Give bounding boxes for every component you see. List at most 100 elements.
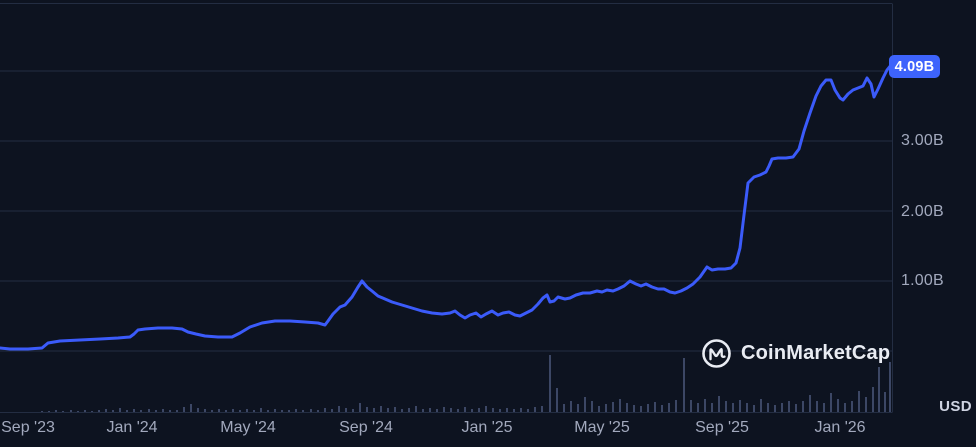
volume-bar <box>246 409 248 412</box>
volume-bar <box>788 401 790 412</box>
volume-bar <box>380 406 382 412</box>
x-axis-label: May '25 <box>574 419 630 436</box>
volume-bar <box>190 404 192 412</box>
volume-bar <box>415 406 417 412</box>
volume-bar <box>274 409 276 412</box>
volume-bar <box>429 408 431 412</box>
volume-bar <box>718 396 720 412</box>
volume-bar <box>830 393 832 412</box>
volume-bar <box>239 410 241 412</box>
volume-bar <box>41 411 43 412</box>
volume-bar <box>401 409 403 412</box>
volume-bar <box>91 411 93 412</box>
volume-bar <box>556 388 558 412</box>
volume-bar <box>534 407 536 412</box>
volume-bar <box>394 407 396 412</box>
volume-bar <box>605 404 607 412</box>
volume-bar <box>126 410 128 412</box>
x-axis-label: Sep '24 <box>339 419 393 436</box>
volume-bar <box>570 401 572 412</box>
currency-unit-label: USD <box>939 398 972 415</box>
volume-bar <box>872 387 874 412</box>
volume-bar <box>267 410 269 412</box>
volume-bar <box>499 409 501 412</box>
volume-bar <box>626 403 628 412</box>
y-axis-label: 2.00B <box>901 203 944 220</box>
volume-bar <box>197 408 199 412</box>
volume-bar <box>527 409 529 412</box>
volume-bar <box>148 409 150 412</box>
volume-bar <box>345 408 347 412</box>
volume-bar <box>218 409 220 412</box>
current-value-badge: 4.09B <box>889 55 940 78</box>
x-axis-label: Jan '26 <box>814 419 866 436</box>
volume-bar <box>823 403 825 412</box>
volume-bar <box>176 410 178 412</box>
price-line <box>0 63 893 351</box>
volume-bar <box>211 410 213 412</box>
volume-bar <box>155 410 157 412</box>
coinmarketcap-wordmark: CoinMarketCap <box>741 342 891 364</box>
volume-bar <box>366 407 368 412</box>
x-axis-label: Jan '25 <box>461 419 513 436</box>
volume-bar <box>654 402 656 412</box>
volume-bar <box>62 411 64 412</box>
volume-bar <box>232 409 234 412</box>
volume-bar <box>288 410 290 412</box>
x-axis-label: Sep '23 <box>1 419 55 436</box>
volume-bar <box>858 391 860 412</box>
volume-bar <box>878 367 880 412</box>
volume-bar <box>809 395 811 412</box>
volume-bar <box>690 400 692 412</box>
volume-bar <box>774 405 776 412</box>
volume-bar <box>260 408 262 412</box>
volume-bar <box>661 405 663 412</box>
volume-bar <box>457 409 459 412</box>
volume-bar <box>422 409 424 412</box>
x-axis-label: May '24 <box>220 419 276 436</box>
volume-bar <box>640 406 642 412</box>
volume-bar <box>295 409 297 412</box>
y-axis-label: 3.00B <box>901 132 944 149</box>
volume-bar <box>77 411 79 412</box>
volume-bar <box>619 399 621 412</box>
volume-bar <box>169 410 171 412</box>
volume-bar <box>520 408 522 412</box>
volume-bar <box>668 403 670 412</box>
volume-bar <box>795 404 797 412</box>
volume-bar <box>302 410 304 412</box>
volume-bar <box>753 405 755 412</box>
volume-bar <box>119 408 121 412</box>
volume-bar <box>781 403 783 412</box>
volume-bar <box>563 404 565 412</box>
volume-bar <box>55 410 57 412</box>
volume-bar <box>513 409 515 412</box>
volume-bar <box>612 402 614 412</box>
volume-bar <box>675 400 677 412</box>
volume-bar <box>373 408 375 412</box>
volume-bar <box>436 409 438 412</box>
volume-bar <box>310 409 312 412</box>
volume-bar <box>549 355 551 412</box>
volume-bar <box>84 410 86 412</box>
volume-bar <box>98 410 100 412</box>
volume-bar <box>816 401 818 412</box>
volume-bar <box>464 407 466 412</box>
volume-bar <box>331 409 333 412</box>
volume-bars <box>41 355 891 412</box>
x-axis-label: Sep '25 <box>695 419 749 436</box>
coinmarketcap-logo-icon <box>702 339 731 368</box>
volume-bar <box>408 408 410 412</box>
volume-bar <box>506 408 508 412</box>
volume-bar <box>884 392 886 412</box>
volume-bar <box>732 403 734 412</box>
volume-bar <box>450 408 452 412</box>
volume-bar <box>633 405 635 412</box>
volume-bar <box>851 401 853 412</box>
volume-bar <box>711 403 713 412</box>
volume-bar <box>225 410 227 412</box>
volume-bar <box>324 408 326 412</box>
volume-bar <box>837 399 839 412</box>
